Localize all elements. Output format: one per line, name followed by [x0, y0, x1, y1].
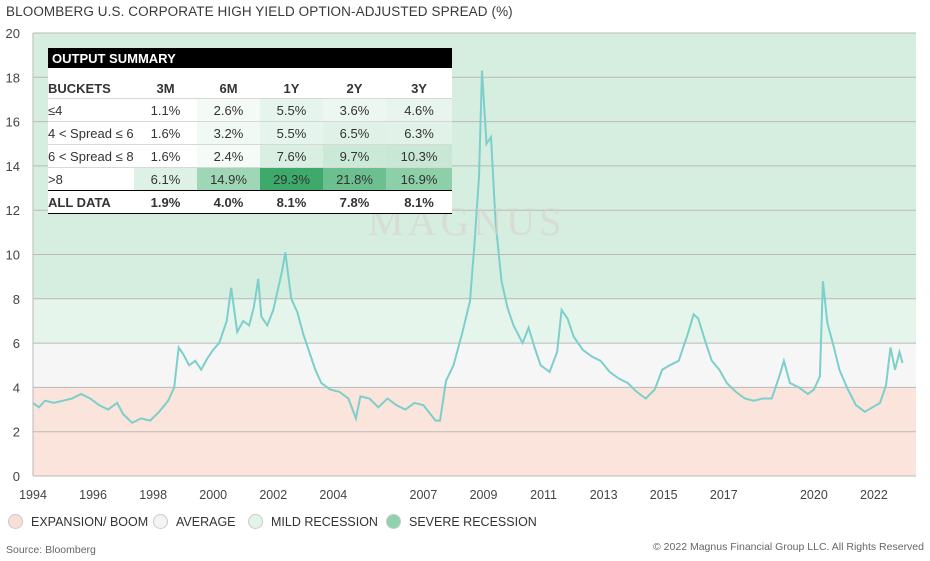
- summary-cell: 6.5%: [323, 121, 386, 145]
- summary-cell: 29.3%: [260, 167, 323, 191]
- chart-title: BLOOMBERG U.S. CORPORATE HIGH YIELD OPTI…: [6, 4, 513, 19]
- summary-cell: 1.1%: [134, 98, 197, 122]
- copyright-note: © 2022 Magnus Financial Group LLC. All R…: [653, 541, 924, 553]
- all-data-cell: 1.9%: [134, 190, 197, 214]
- y-tick-label: 6: [13, 336, 20, 351]
- legend-swatch: [153, 514, 168, 529]
- source-note: Source: Bloomberg: [6, 544, 96, 556]
- legend-label: SEVERE RECESSION: [409, 514, 537, 529]
- legend-label: EXPANSION/ BOOM: [31, 514, 149, 529]
- summary-cell: 5.5%: [260, 98, 323, 122]
- all-data-cell: 8.1%: [260, 190, 323, 214]
- summary-all-data-row: ALL DATA 1.9% 4.0% 8.1% 7.8% 8.1%: [48, 190, 453, 214]
- x-tick-label: 2013: [590, 488, 618, 502]
- y-tick-label: 0: [13, 469, 20, 484]
- header-2y: 2Y: [323, 68, 386, 99]
- x-tick-label: 2009: [470, 488, 498, 502]
- bucket-label: ≤4: [48, 98, 134, 122]
- summary-cell: 14.9%: [197, 167, 260, 191]
- legend-item-mild-recession: MILD RECESSION: [248, 514, 378, 529]
- all-data-cell: 4.0%: [197, 190, 260, 214]
- summary-row: ≤4 1.1% 2.6% 5.5% 3.6% 4.6%: [48, 98, 453, 122]
- x-tick-label: 2004: [319, 488, 347, 502]
- y-axis: 0 2 4 6 8 10 12 14 16 18 20: [6, 26, 20, 484]
- summary-cell: 21.8%: [323, 167, 386, 191]
- x-tick-label: 2020: [800, 488, 828, 502]
- summary-cell: 2.6%: [197, 98, 260, 122]
- y-tick-label: 2: [13, 425, 20, 440]
- bucket-label: >8: [48, 167, 134, 191]
- summary-cell: 2.4%: [197, 144, 260, 168]
- legend-label: MILD RECESSION: [271, 514, 378, 529]
- summary-title: OUTPUT SUMMARY: [48, 48, 453, 68]
- y-tick-label: 20: [6, 26, 20, 41]
- summary-header-row: BUCKETS 3M 6M 1Y 2Y 3Y: [48, 68, 453, 99]
- all-data-cell: 7.8%: [323, 190, 386, 214]
- bucket-label: 4 < Spread ≤ 6: [48, 121, 134, 145]
- header-3y: 3Y: [386, 68, 453, 99]
- y-tick-label: 18: [6, 70, 20, 85]
- all-data-label: ALL DATA: [48, 190, 134, 214]
- header-buckets: BUCKETS: [48, 68, 134, 99]
- legend-item-severe-recession: SEVERE RECESSION: [386, 514, 537, 529]
- y-tick-label: 12: [6, 203, 20, 218]
- y-tick-label: 16: [6, 115, 20, 130]
- summary-cell: 1.6%: [134, 144, 197, 168]
- x-tick-label: 2017: [710, 488, 738, 502]
- x-tick-label: 2011: [530, 488, 557, 502]
- header-6m: 6M: [197, 68, 260, 99]
- y-tick-label: 14: [6, 159, 20, 174]
- summary-cell: 6.1%: [134, 167, 197, 191]
- band-mild-recession: [33, 298, 916, 344]
- header-1y: 1Y: [260, 68, 323, 99]
- legend-item-expansion: EXPANSION/ BOOM: [8, 514, 148, 529]
- x-tick-label: 1994: [19, 488, 47, 502]
- output-summary-table: OUTPUT SUMMARY BUCKETS 3M 6M 1Y 2Y 3Y ≤4…: [48, 48, 453, 214]
- y-tick-label: 4: [13, 380, 20, 395]
- x-tick-label: 2015: [650, 488, 678, 502]
- y-tick-label: 10: [6, 248, 20, 263]
- summary-cell: 10.3%: [386, 144, 453, 168]
- y-tick-label: 8: [13, 292, 20, 307]
- summary-row: >8 6.1% 14.9% 29.3% 21.8% 16.9%: [48, 167, 453, 191]
- legend-swatch: [386, 514, 401, 529]
- summary-cell: 16.9%: [386, 167, 453, 191]
- x-tick-label: 2002: [259, 488, 287, 502]
- legend-swatch: [248, 514, 263, 529]
- summary-row: 4 < Spread ≤ 6 1.6% 3.2% 5.5% 6.5% 6.3%: [48, 121, 453, 145]
- legend-item-average: AVERAGE: [153, 514, 236, 529]
- x-tick-label: 2022: [860, 488, 888, 502]
- summary-cell: 3.6%: [323, 98, 386, 122]
- x-tick-label: 1998: [139, 488, 167, 502]
- summary-cell: 6.3%: [386, 121, 453, 145]
- x-tick-label: 2007: [410, 488, 438, 502]
- summary-cell: 3.2%: [197, 121, 260, 145]
- summary-row: 6 < Spread ≤ 8 1.6% 2.4% 7.6% 9.7% 10.3%: [48, 144, 453, 168]
- x-tick-label: 1996: [79, 488, 107, 502]
- summary-cell: 5.5%: [260, 121, 323, 145]
- legend: EXPANSION/ BOOM AVERAGE MILD RECESSION S…: [0, 514, 930, 532]
- summary-cell: 1.6%: [134, 121, 197, 145]
- summary-cell: 7.6%: [260, 144, 323, 168]
- summary-cell: 9.7%: [323, 144, 386, 168]
- x-tick-label: 2000: [199, 488, 227, 502]
- header-3m: 3M: [134, 68, 197, 99]
- legend-swatch: [8, 514, 23, 529]
- spread-line: [32, 70, 904, 425]
- summary-cell: 4.6%: [386, 98, 453, 122]
- bucket-label: 6 < Spread ≤ 8: [48, 144, 134, 168]
- x-axis: 1994 1996 1998 2000 2002 2004 2007 2009 2011 2013…: [19, 488, 888, 502]
- all-data-cell: 8.1%: [386, 190, 453, 214]
- legend-label: AVERAGE: [176, 514, 236, 529]
